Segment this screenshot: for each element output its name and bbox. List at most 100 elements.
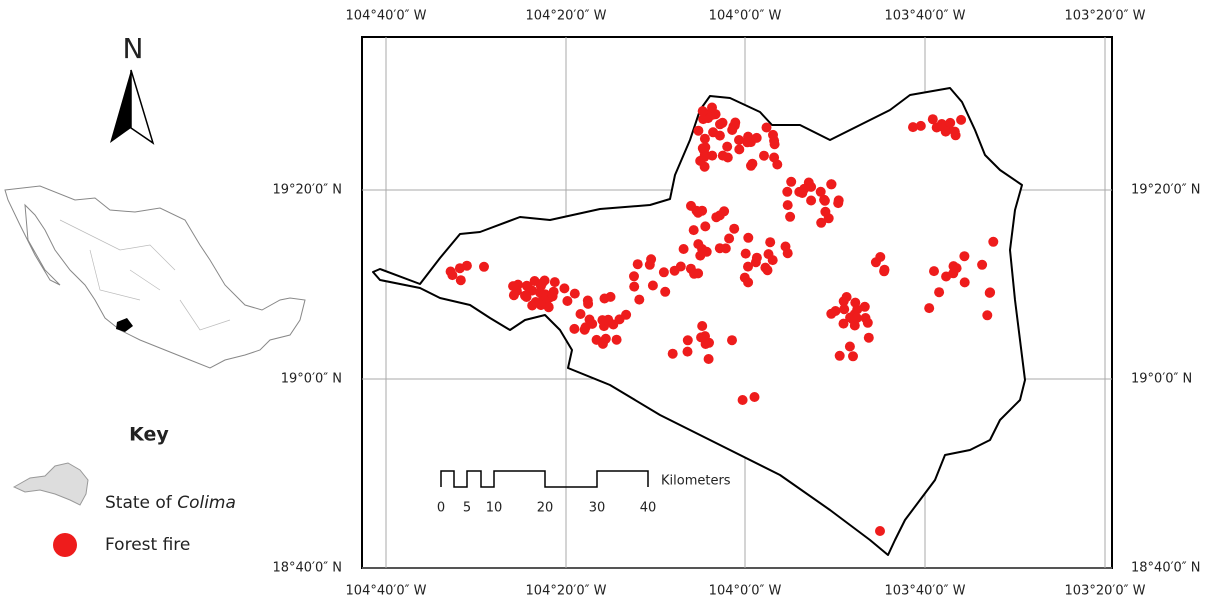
fire-point [799,183,810,194]
fire-point [634,294,645,305]
fire-point [915,120,926,131]
fire-point [699,133,710,144]
fire-point [461,260,472,271]
fire-point [879,266,890,277]
fire-point [569,323,580,334]
fire-point [587,318,598,329]
latitude-label-left: 19°20′0″ N [272,183,342,198]
fire-point [759,150,769,161]
fire-point [760,262,771,273]
fire-point [863,332,874,343]
fire-point [717,117,728,128]
fire-point [611,334,622,345]
fire-point [767,255,778,266]
fire-point [549,277,560,288]
fire-point [941,271,952,282]
fire-point [982,310,993,321]
fire-point [697,321,708,331]
fire-point [597,338,608,349]
fire-point [743,232,754,243]
fire-point [859,301,870,312]
fire-point [751,132,762,143]
latitude-label-right: 19°0′0″ N [1131,372,1192,387]
fire-point [682,346,693,357]
fire-point [984,287,995,298]
fire-point [743,277,754,288]
fire-point [815,186,826,197]
fire-point [669,265,680,276]
fire-point [575,309,586,319]
fire-point [860,313,871,323]
fire-point [806,195,817,206]
fire-point [769,139,780,150]
fire-point [599,293,610,304]
fire-point [529,276,540,286]
fire-point [743,261,753,272]
fire-point [700,221,711,232]
latitude-label-right: 19°20′0″ N [1131,183,1201,198]
fire-point [875,252,886,262]
north-arrow-right [130,69,155,145]
fire-point [707,102,717,113]
fire-point [977,259,988,270]
fire-point [644,259,655,270]
longitude-label-top: 104°20′0″ W [526,9,607,24]
legend-colima-label: State of Colima [105,493,236,513]
fire-point [839,304,850,315]
north-arrow-left [110,70,131,143]
fire-point [740,248,751,259]
fire-point [445,266,456,277]
inset-mexico [4,185,306,369]
longitude-label-top: 103°40′0″ W [885,9,966,24]
fire-point [988,236,999,247]
fire-point [678,244,689,254]
fire-point [691,205,702,216]
latitude-label-right: 18°40′0″ N [1131,561,1201,576]
legend-fire-label: Forest fire [105,535,190,555]
fire-point [703,354,714,364]
fire-point [658,267,669,278]
fire-point [724,233,735,244]
fire-point [543,301,554,312]
fire-point [956,114,967,125]
scale-bar [440,470,649,488]
scale-labels: 0 5 10 20 30 40 [437,501,656,516]
longitude-label-top: 103°20′0″ W [1065,9,1146,24]
fire-point [945,117,956,128]
latitude-label-left: 18°40′0″ N [272,561,342,576]
north-label: N [123,32,144,65]
fire-point [734,135,744,145]
fire-point [927,114,938,125]
legend-fire-marker [53,533,77,557]
scale-label: 30 [589,501,606,516]
inset-colima [116,318,133,332]
fire-point [844,341,855,352]
fire-point [935,121,946,132]
fire-point [768,129,778,140]
fire-point [714,130,725,141]
fire-point [875,526,885,536]
fire-point [727,335,737,346]
longitude-label-bottom: 104°20′0″ W [526,584,607,599]
fire-point [698,114,709,125]
fire-point [730,117,741,128]
fire-point [697,244,708,254]
legend-colima-emphasis: Colima [177,493,236,513]
fire-point [851,313,862,324]
fire-point [782,186,793,197]
fire-point [742,137,753,148]
fire-point [699,152,710,163]
fire-point [714,210,725,221]
fire-point [522,281,533,292]
scale-label: 5 [463,501,471,516]
fire-point [786,176,797,187]
fire-point [629,281,640,292]
fire-point [820,206,831,217]
fire-point [841,292,852,302]
fire-point [508,281,519,292]
legend-colima-prefix: State of [105,493,173,513]
scale-label: 40 [640,501,657,516]
fire-point [833,198,844,209]
fire-point [749,392,760,402]
